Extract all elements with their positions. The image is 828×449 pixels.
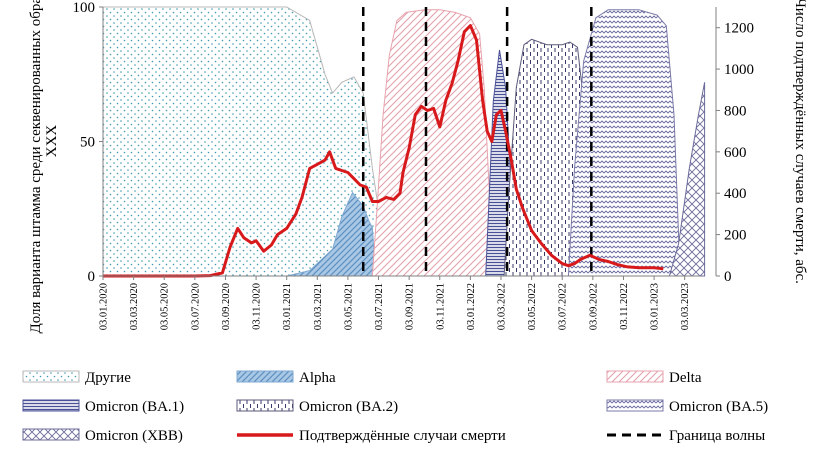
y-right-tick-label: 800 — [724, 103, 747, 119]
legend-swatch-omicron-xbb — [22, 428, 80, 441]
right-axis-title: Число подтверждённых случаев смерти, абс… — [792, 0, 808, 284]
x-tick-label: 03.11.2021 — [435, 283, 446, 330]
x-tick-label: 03.01.2020 — [99, 283, 110, 330]
left-axis-title: Доля варианта штамма среди секвенированн… — [28, 0, 44, 334]
y-right-tick-label: 1000 — [724, 62, 754, 78]
x-tick-label: 03.05.2020 — [160, 283, 171, 330]
legend-label: Omicron (BA.1) — [85, 399, 184, 415]
x-tick-label: 03.05.2021 — [343, 283, 354, 330]
x-tick-label: 03.09.2020 — [221, 283, 232, 330]
omicron-ba5-area — [567, 9, 681, 277]
legend-label: Omicron (XBB) — [85, 428, 183, 444]
omicron-xbb-area — [668, 82, 706, 277]
x-tick-label: 03.05.2022 — [527, 283, 538, 330]
x-tick-label: 03.01.2022 — [466, 283, 477, 330]
legend-label: Omicron (BA.5) — [669, 399, 768, 415]
left-axis-title-group: Доля варианта штамма среди секвенированн… — [28, 0, 44, 334]
x-tick-label: 03.03.2021 — [313, 283, 324, 330]
legend-label: Omicron (BA.2) — [299, 399, 398, 415]
legend-label: Delta — [669, 370, 702, 386]
x-tick-label: 03.11.2020 — [252, 283, 263, 330]
x-tick-label: 03.07.2020 — [190, 283, 201, 330]
x-tick-label: 03.09.2021 — [405, 283, 416, 330]
variant-areas — [102, 6, 706, 277]
y-ticks-right: 0 200 400 600 800 1000 1200 — [716, 21, 754, 285]
x-tick-label: 03.11.2022 — [619, 283, 630, 330]
y-left-tick-label: 0 — [88, 269, 96, 285]
deaths-line — [103, 24, 664, 278]
x-tick-label: 03.01.2023 — [650, 283, 661, 330]
right-axis-title-group: Число подтверждённых случаев смерти, абс… — [792, 0, 808, 284]
left-axis-subtitle: XXX — [44, 125, 60, 158]
y-right-tick-label: 0 — [724, 269, 732, 285]
legend-swatch-omicron-ba-5 — [606, 399, 664, 412]
y-left-tick-label: 100 — [73, 0, 96, 16]
y-right-tick-label: 200 — [724, 228, 747, 244]
legend: Другие Alpha Delta Omicron (BA.1) Omicron (B… — [22, 370, 768, 444]
left-axis-subtitle-group: XXX — [44, 125, 60, 158]
x-tick-label: 03.03.2023 — [680, 283, 691, 330]
legend-label: Граница волны — [669, 428, 765, 444]
y-left-tick-label: 50 — [80, 135, 95, 151]
legend-swatch-delta — [606, 370, 664, 383]
delta-area — [371, 9, 496, 277]
x-tick-label: 03.07.2022 — [558, 283, 569, 330]
x-tick-label: 03.03.2022 — [497, 283, 508, 330]
y-right-tick-label: 600 — [724, 145, 747, 161]
y-ticks-left: 0 50 100 — [73, 0, 103, 285]
legend-swatch-omicron-ba-1 — [22, 399, 80, 412]
deaths-series — [103, 24, 664, 278]
y-right-tick-label: 400 — [724, 186, 747, 202]
legend-swatch-item — [22, 370, 80, 383]
x-tick-label: 03.09.2022 — [588, 283, 599, 330]
x-tick-label: 03.01.2021 — [282, 283, 293, 330]
legend-label: Другие — [85, 370, 131, 386]
legend-swatch-omicron-ba-2 — [236, 399, 294, 412]
x-tick-label: 03.03.2020 — [129, 283, 140, 330]
y-right-tick-label: 1200 — [724, 21, 754, 37]
x-tick-label: 03.07.2021 — [374, 283, 385, 330]
legend-label: Alpha — [299, 370, 336, 386]
legend-label: Подтверждённые случаи смерти — [299, 428, 506, 444]
x-ticks: 03.01.2020 03.03.2020 03.05.2020 03.07.2020… — [99, 276, 691, 330]
legend-swatch-alpha — [236, 370, 294, 383]
